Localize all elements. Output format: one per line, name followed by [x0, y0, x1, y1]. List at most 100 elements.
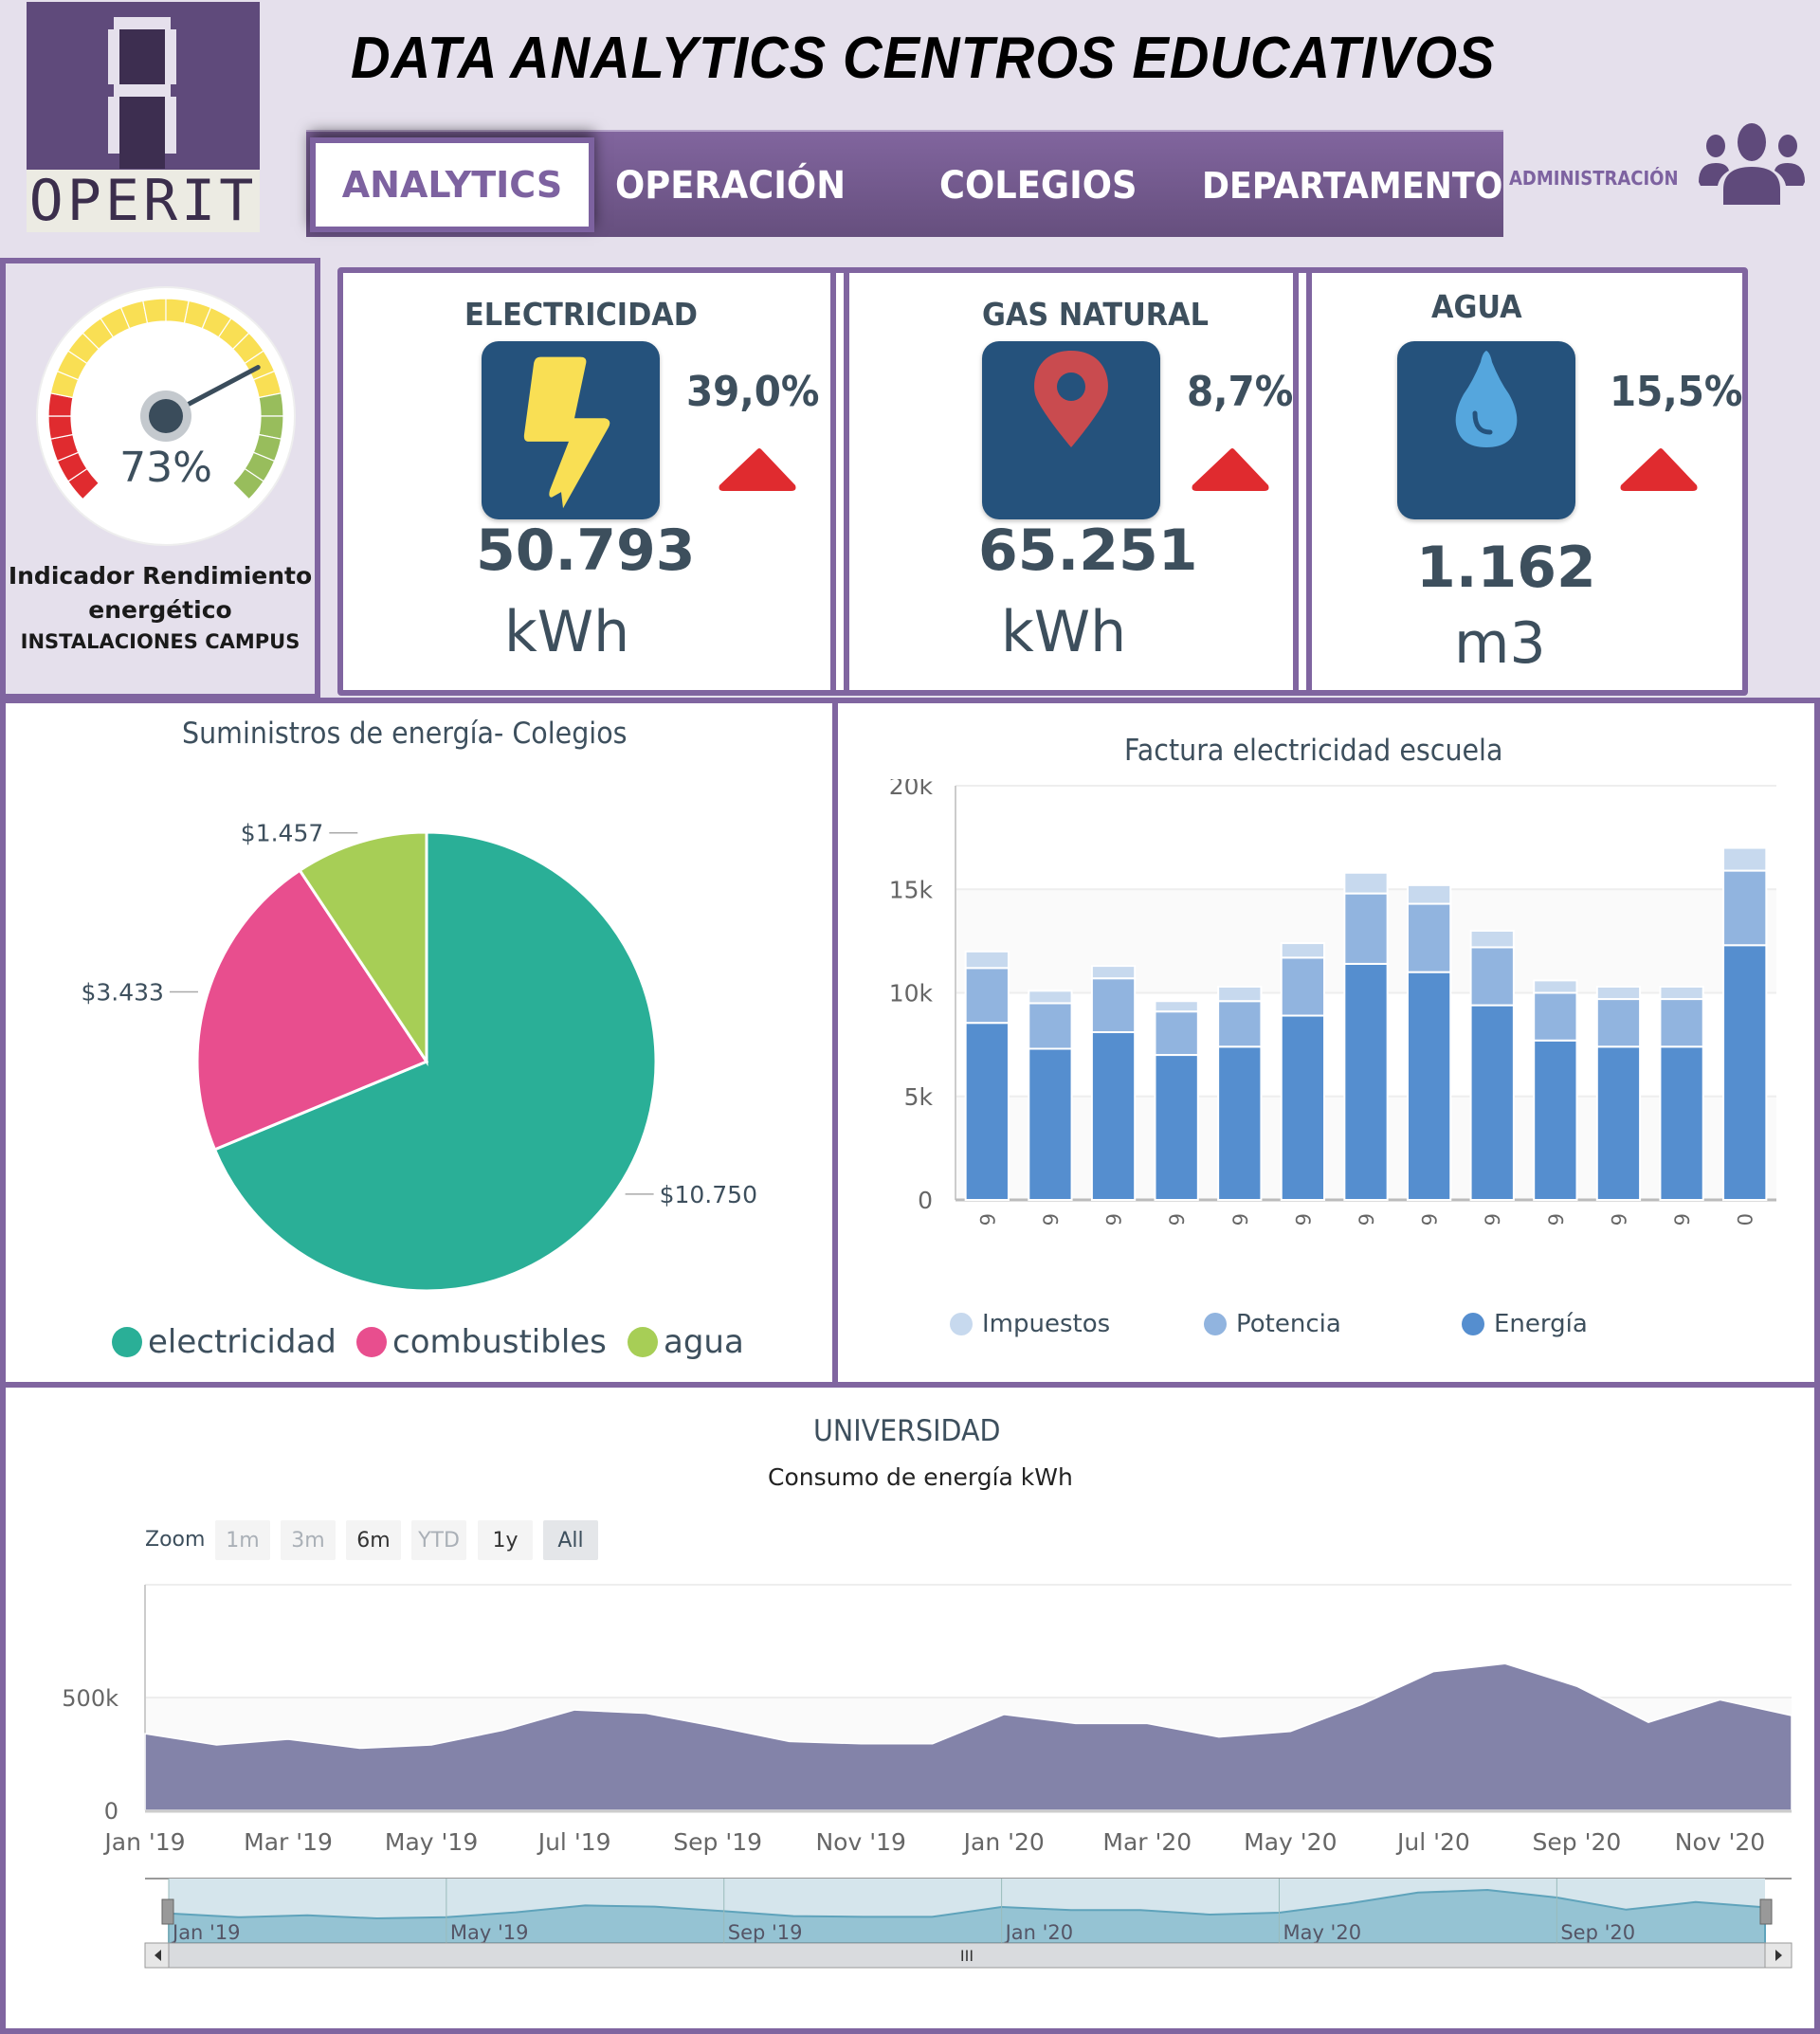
navigator-tick-label: May '19: [450, 1921, 529, 1944]
legend-energia[interactable]: Energía: [1462, 1310, 1588, 1338]
x-tick-label: 01/19: [976, 1213, 999, 1225]
pie-data-label: $3.433: [81, 979, 163, 1007]
bar-segment-energía: [1028, 1047, 1073, 1201]
kpi-title: GAS NATURAL: [982, 296, 1209, 333]
bar-segment-impuestos: [1217, 985, 1263, 1003]
x-tick-label: Mar '19: [244, 1828, 333, 1856]
x-tick-label: Sep '19: [673, 1828, 762, 1856]
x-tick-label: 11/19: [1608, 1213, 1630, 1225]
bar-segment-potencia: [1028, 1002, 1073, 1050]
x-tick-label: 05/19: [1229, 1213, 1252, 1225]
bar-segment-energía: [964, 1022, 1010, 1201]
gauge-title-line1: Indicador Rendimiento: [8, 562, 313, 590]
navigator-left-handle: [161, 1898, 174, 1925]
admin-link[interactable]: ADMINISTRACIÓN: [1509, 167, 1679, 190]
bar-segment-potencia: [1469, 946, 1515, 1007]
area-series: [144, 1662, 1793, 1811]
pie-chart: $10.750 $3.433 $1.457: [81, 820, 757, 1291]
x-tick-label: Jan '19: [102, 1828, 185, 1856]
y-tick-label: 20k: [889, 779, 934, 800]
area-chart-title: UNIVERSIDAD: [813, 1414, 1001, 1448]
scroll-left-arrow-icon: [155, 1950, 161, 1961]
zoom-label: Zoom: [145, 1528, 206, 1552]
x-tick-label: 12/19: [1671, 1213, 1694, 1225]
navigator-tick-label: Jan '19: [171, 1921, 241, 1944]
zoom-6m-button[interactable]: 6m: [346, 1520, 401, 1560]
pie-slice-combustibles: [195, 868, 429, 1152]
legend-agua[interactable]: agua: [628, 1323, 744, 1361]
navigator-right-handle: [1759, 1898, 1773, 1925]
gauge-hub: [149, 399, 183, 433]
seven-segment-digit-icon: [108, 17, 176, 169]
x-tick-label: 06/19: [1292, 1213, 1315, 1225]
x-tick-label: Jul '19: [537, 1828, 611, 1856]
kpi-unit: kWh: [1001, 599, 1127, 665]
bar-segment-impuestos: [1028, 990, 1073, 1005]
nav-bar: ANALYTICS OPERACIÓN COLEGIOS DEPARTAMENT…: [306, 130, 1503, 237]
bar-segment-impuestos: [1090, 965, 1137, 980]
tab-operacion[interactable]: OPERACIÓN: [615, 163, 846, 208]
energy-supply-pie-panel: Suministros de energía- Colegios $10.750…: [0, 698, 838, 1388]
legend-label: Impuestos: [982, 1310, 1111, 1338]
zoom-ytd-button[interactable]: YTD: [411, 1520, 466, 1560]
legend-dot: [950, 1313, 973, 1335]
legend-impuestos[interactable]: Impuestos: [950, 1310, 1110, 1338]
zoom-1m-button[interactable]: 1m: [215, 1520, 270, 1560]
bar-segment-energía: [1090, 1031, 1137, 1202]
pie-chart-title: Suministros de energía- Colegios: [182, 717, 628, 751]
bar-segment-impuestos: [1154, 1000, 1199, 1013]
legend-electricidad[interactable]: electricidad: [112, 1323, 337, 1361]
legend-dot: [112, 1327, 142, 1357]
kpi-icon-box: [482, 341, 660, 519]
bar-segment-potencia: [1154, 1010, 1199, 1057]
gauge-band-segment: [47, 415, 74, 440]
bar-segment-energía: [1469, 1004, 1515, 1201]
area-chart: 0 500k Jan '19 Mar '19 May '19 Jul '19 Sep '19…: [62, 1584, 1793, 1969]
area-chart-subtitle: Consumo de energía kWh: [768, 1463, 1073, 1491]
water-drop-icon: [1455, 351, 1518, 447]
legend-potencia[interactable]: Potencia: [1204, 1310, 1341, 1338]
stacked-bar-chart: 0 5k 10k 15k 20k 01/19 02/19 03/19 04/19 05/19 06/…: [889, 779, 1776, 1225]
x-tick-label: May '20: [1244, 1828, 1337, 1856]
x-tick-label: Jul '20: [1395, 1828, 1470, 1856]
zoom-1y-button[interactable]: 1y: [478, 1520, 533, 1560]
navigator-tick-label: Sep '20: [1560, 1921, 1635, 1944]
bar-segment-energía: [1217, 1045, 1263, 1201]
bar-segment-energía: [1595, 1045, 1642, 1201]
bar-segment-impuestos: [1469, 929, 1515, 949]
bar-segment-impuestos: [1722, 846, 1768, 872]
tab-departamento[interactable]: DEPARTAMENTO: [1202, 164, 1503, 207]
bar-segment-potencia: [964, 967, 1010, 1025]
kpi-title: AGUA: [1431, 288, 1522, 325]
navigator-tick-label: Sep '19: [728, 1921, 803, 1944]
bar-segment-energía: [1533, 1039, 1578, 1201]
gauge-band-segment: [142, 298, 167, 324]
bar-segment-energía: [1406, 971, 1452, 1201]
kpi-card-gas-natural: GAS NATURAL 8,7% 65.251 kWh: [844, 273, 1299, 690]
x-tick-label: Nov '19: [815, 1828, 905, 1856]
x-tick-label: Sep '20: [1533, 1828, 1622, 1856]
legend-dot: [356, 1327, 387, 1357]
navigator-tick-label: Jan '20: [1004, 1921, 1074, 1944]
tab-analytics[interactable]: ANALYTICS: [310, 137, 594, 232]
legend-combustibles[interactable]: combustibles: [356, 1323, 607, 1361]
users-icon[interactable]: [1695, 123, 1809, 209]
gauge-value-label: 73%: [119, 444, 212, 492]
x-tick-label: 01/20: [1735, 1213, 1757, 1225]
legend-label: Potencia: [1236, 1310, 1341, 1338]
scrollbar-grip: III: [960, 1947, 974, 1965]
zoom-all-button[interactable]: All: [543, 1520, 598, 1560]
pie-data-label: $10.750: [660, 1181, 757, 1208]
legend-dot: [1204, 1313, 1227, 1335]
legend-label: combustibles: [392, 1323, 607, 1361]
zoom-3m-button[interactable]: 3m: [281, 1520, 336, 1560]
bar-segment-potencia: [1533, 991, 1578, 1042]
kpi-icon-box: [982, 341, 1160, 519]
x-tick-label: 10/19: [1545, 1213, 1568, 1225]
bar-segment-impuestos: [1533, 979, 1578, 994]
kpi-icon-box: [1397, 341, 1575, 519]
gauge-band-segment: [231, 467, 264, 500]
bar-segment-impuestos: [1280, 942, 1326, 959]
y-tick-label: 5k: [904, 1083, 934, 1111]
tab-colegios[interactable]: COLEGIOS: [939, 163, 1138, 208]
